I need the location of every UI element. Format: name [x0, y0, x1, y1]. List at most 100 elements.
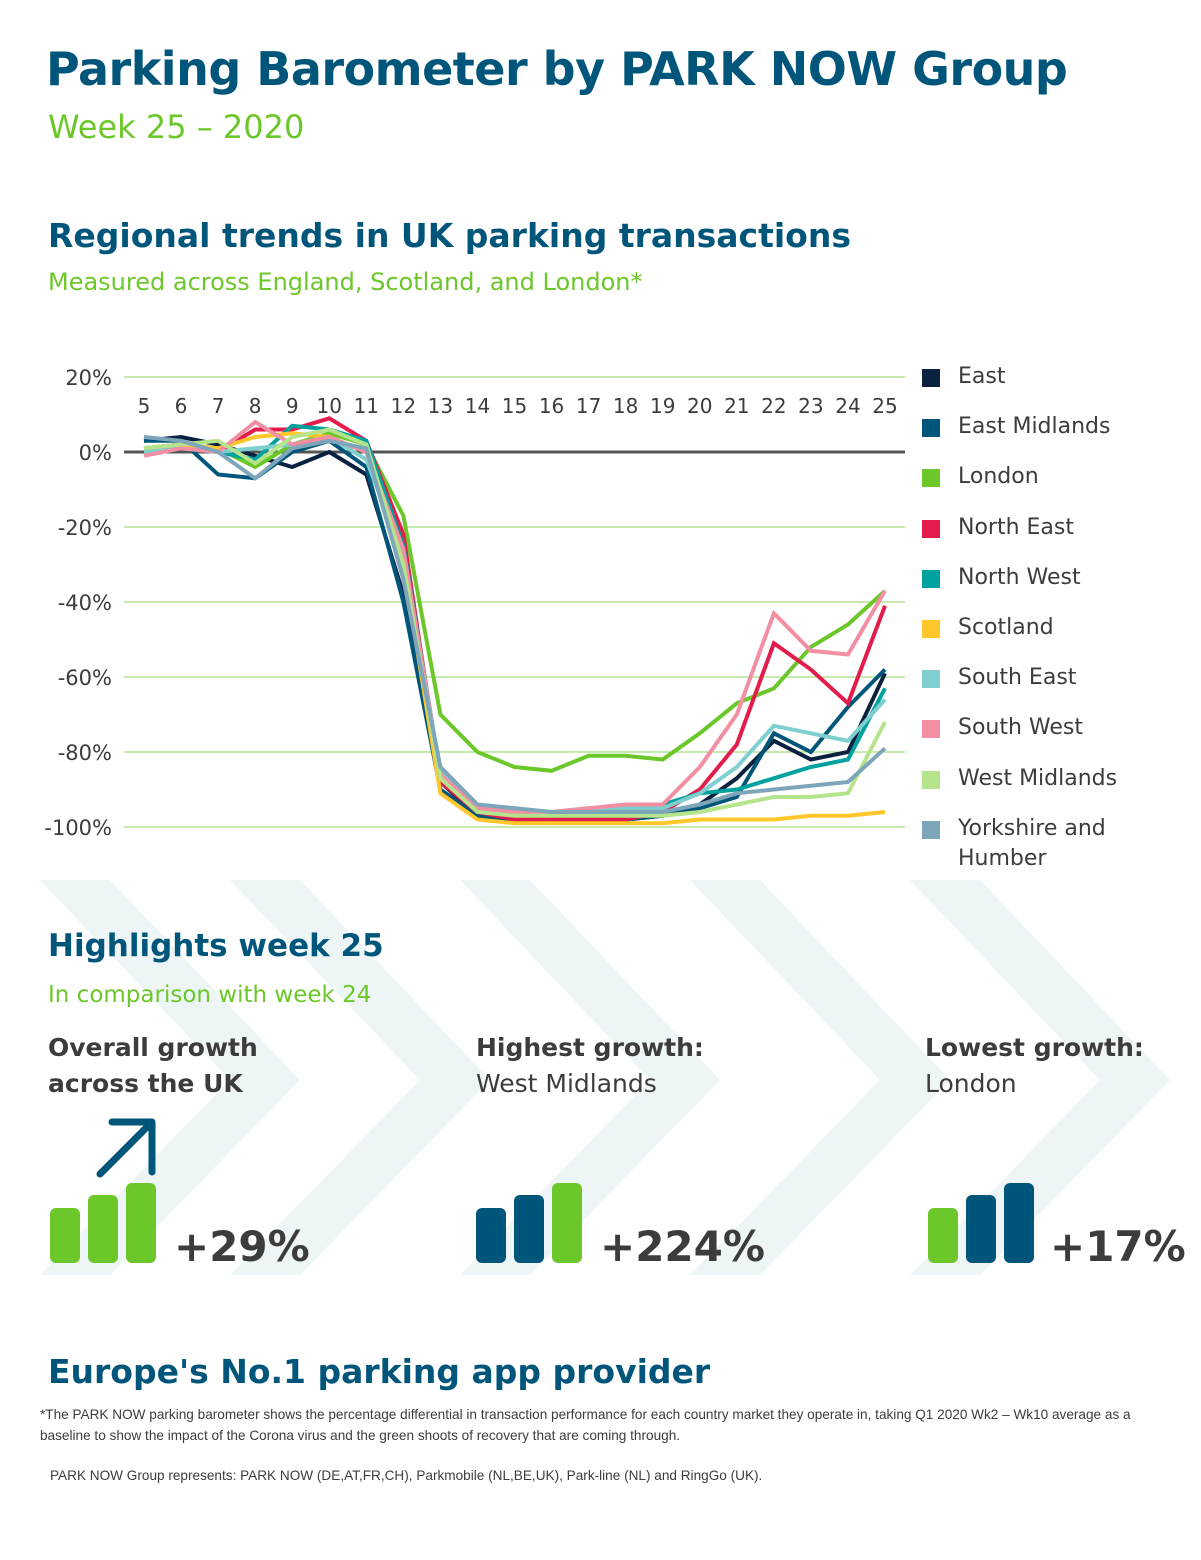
- x-tick-label: 11: [354, 394, 379, 418]
- legend-label: East Midlands: [958, 414, 1111, 440]
- series-line-west-midlands: [143, 427, 887, 818]
- legend-swatch: [922, 569, 940, 588]
- overall-growth-value: +29%: [174, 1222, 310, 1271]
- legend-swatch: [922, 619, 940, 638]
- bar-chart-icon: [928, 1183, 1034, 1263]
- x-tick-label: 21: [724, 394, 749, 418]
- y-tick-label: -100%: [44, 816, 112, 840]
- x-tick-label: 24: [835, 394, 860, 418]
- legend-label: West Midlands: [958, 765, 1118, 791]
- chart-legend: East East Midlands London North East North W…: [922, 362, 1158, 871]
- x-tick-label: 10: [317, 394, 342, 418]
- legend-item: East Midlands: [922, 412, 1158, 462]
- series-line-south-east: [143, 434, 887, 815]
- icon-bar: [928, 1208, 958, 1263]
- legend-swatch: [922, 469, 940, 488]
- y-tick-label: -80%: [58, 741, 112, 765]
- y-tick-label: -60%: [58, 666, 112, 690]
- highlight-card-lowest: Lowest growth: London: [925, 1030, 1144, 1102]
- x-tick-label: 6: [175, 394, 188, 418]
- highlights-title: Highlights week 25: [48, 928, 384, 964]
- card-label-region: West Midlands: [476, 1069, 657, 1098]
- legend-swatch: [922, 770, 940, 789]
- legend-label: North East: [958, 514, 1074, 540]
- line-chart: 20% 0% -20% -40% -60% -80% -100% 5 6 7 8 9 10 11 12 13…: [44, 366, 905, 840]
- x-tick-label: 19: [650, 394, 675, 418]
- x-tick-label: 7: [212, 394, 225, 418]
- legend-item: North East: [922, 513, 1158, 563]
- y-axis-ticks: 20% 0% -20% -40% -60% -80% -100%: [44, 366, 112, 840]
- icon-bar: [88, 1195, 118, 1263]
- legend-item: East: [922, 362, 1158, 412]
- card-label-line-2: across the UK: [48, 1069, 243, 1098]
- icon-bar: [552, 1183, 582, 1263]
- icon-bar: [514, 1195, 544, 1263]
- legend-item: West Midlands: [922, 764, 1158, 814]
- x-tick-label: 5: [138, 394, 151, 418]
- legend-label: London: [958, 464, 1039, 490]
- legend-label: South West: [958, 715, 1084, 741]
- legend-item: South West: [922, 713, 1158, 763]
- series-line-east: [143, 434, 887, 822]
- x-tick-label: 9: [286, 394, 299, 418]
- page-subtitle: Week 25 – 2020: [48, 108, 305, 146]
- y-tick-label: 0%: [79, 441, 112, 465]
- series-line-north-west: [143, 423, 887, 818]
- series-line-east-midlands: [144, 438, 887, 822]
- x-tick-label: 15: [502, 394, 527, 418]
- legend-label: Scotland: [958, 614, 1054, 640]
- x-tick-label: 18: [613, 394, 638, 418]
- tagline: Europe's No.1 parking app provider: [48, 1352, 711, 1391]
- highlights-subtitle: In comparison with week 24: [48, 982, 372, 1008]
- legend-swatch: [922, 820, 940, 839]
- series-line-scotland: [143, 431, 886, 826]
- legend-label: South East: [958, 665, 1077, 691]
- arrow-up-right-icon: [96, 1118, 156, 1178]
- icon-bar: [50, 1208, 80, 1263]
- card-label: Overall growth across the UK: [48, 1030, 258, 1102]
- chevron-background: [40, 880, 1170, 1275]
- legend-item: London: [922, 462, 1158, 512]
- legend-item: Yorkshire and Humber: [922, 814, 1158, 871]
- series-lines: [143, 416, 887, 826]
- lowest-growth-value: +17%: [1050, 1222, 1186, 1271]
- x-tick-label: 20: [687, 394, 712, 418]
- y-tick-label: 20%: [65, 366, 112, 390]
- card-label-line-1: Overall growth: [48, 1033, 258, 1062]
- icon-bar: [966, 1195, 996, 1263]
- highest-growth-value: +224%: [600, 1222, 765, 1271]
- icon-bar: [1004, 1183, 1034, 1263]
- legend-label: North West: [958, 564, 1081, 590]
- y-tick-label: -40%: [58, 591, 112, 615]
- chart-section-subtitle: Measured across England, Scotland, and L…: [48, 268, 643, 296]
- legend-swatch: [922, 670, 940, 689]
- x-axis-ticks: 5 6 7 8 9 10 11 12 13 14 15 16 17 18 19 20 21 22 23 24 25: [138, 394, 898, 418]
- x-tick-label: 25: [872, 394, 897, 418]
- x-tick-label: 12: [391, 394, 416, 418]
- x-tick-label: 8: [249, 394, 262, 418]
- footnote: *The PARK NOW parking barometer shows th…: [40, 1407, 1131, 1443]
- x-tick-label: 23: [798, 394, 823, 418]
- bar-chart-icon: [476, 1183, 582, 1263]
- card-label: Highest growth: West Midlands: [476, 1030, 704, 1102]
- legend-item: South East: [922, 663, 1158, 713]
- series-line-south-west: [143, 419, 887, 814]
- card-label-line-1: Highest growth:: [476, 1033, 704, 1062]
- bar-chart-icon: [50, 1183, 156, 1263]
- icon-bar: [476, 1208, 506, 1263]
- y-tick-label: -20%: [58, 516, 112, 540]
- legend-swatch: [922, 720, 940, 739]
- x-tick-label: 22: [761, 394, 786, 418]
- legend-item: Scotland: [922, 613, 1158, 663]
- card-label-region: London: [925, 1069, 1017, 1098]
- highlight-card-highest: Highest growth: West Midlands: [476, 1030, 704, 1102]
- legend-swatch: [922, 519, 940, 538]
- legend-label: Yorkshire and Humber: [958, 815, 1106, 871]
- legend-item: North West: [922, 563, 1158, 613]
- series-line-yorkshire-and-humber: [143, 435, 887, 814]
- legend-label: East: [958, 364, 1006, 389]
- series-line-london: [143, 431, 887, 773]
- chart-section-title: Regional trends in UK parking transactio…: [48, 216, 851, 255]
- x-tick-label: 16: [539, 394, 564, 418]
- icon-bar: [126, 1183, 156, 1263]
